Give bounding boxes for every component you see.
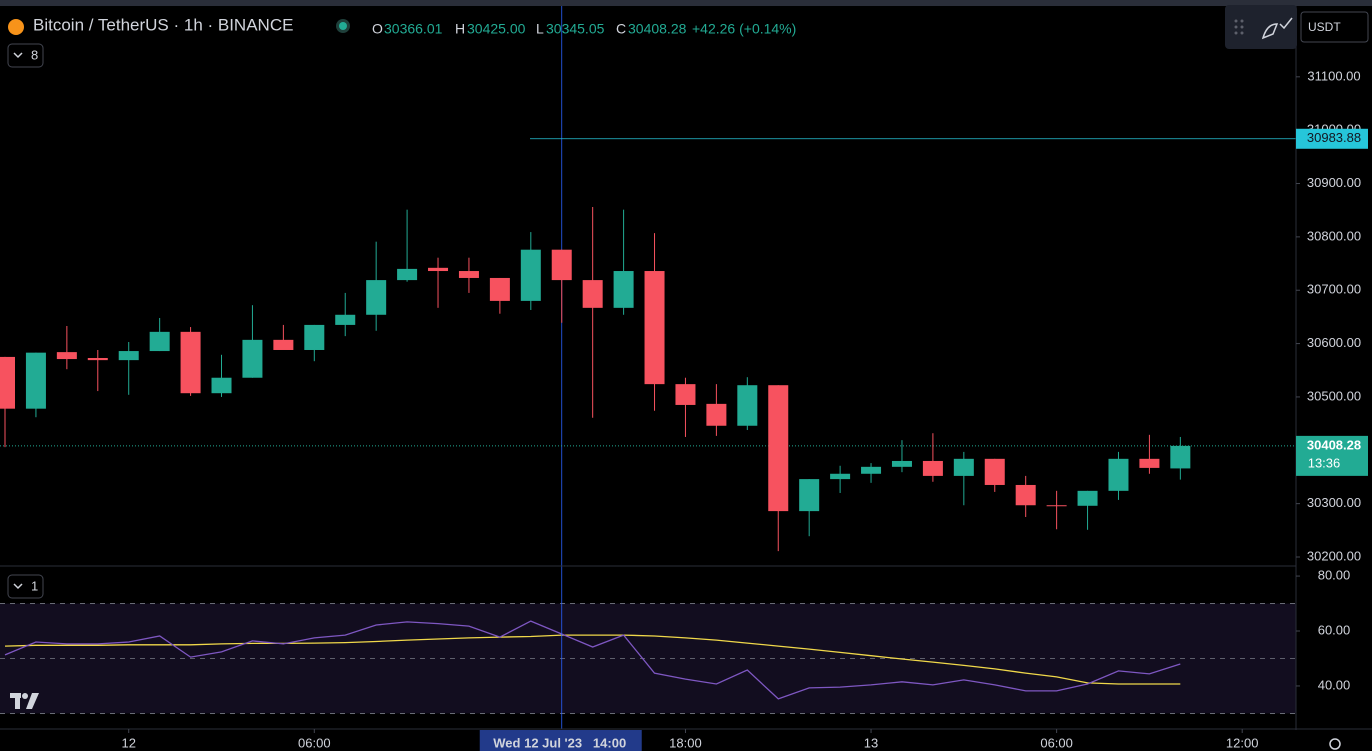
main-layer <box>0 6 1296 729</box>
crosshair-time-tag <box>479 730 642 751</box>
indicator-count: 8 <box>31 47 38 62</box>
y-tick-label: 30700.00 <box>1307 282 1361 297</box>
candle-body <box>180 331 201 394</box>
candle-body <box>1046 505 1067 507</box>
candle-body <box>520 249 541 301</box>
top-bar <box>0 0 1372 6</box>
x-tick-label: 06:00 <box>298 735 331 750</box>
rsi-line <box>4 620 1181 700</box>
candle-body <box>613 271 634 308</box>
candle-body <box>737 385 758 426</box>
settings-icon[interactable] <box>1329 738 1341 750</box>
candle-body <box>56 352 77 360</box>
x-tick-label: 12 <box>121 735 135 750</box>
y-tick-label: 30500.00 <box>1307 388 1361 403</box>
coin-icon <box>8 19 24 35</box>
last-price-tag <box>1296 435 1368 476</box>
x-tick-label: 18:00 <box>669 735 702 750</box>
currency-label: USDT <box>1308 20 1341 34</box>
candle-body <box>25 352 46 409</box>
candle-body <box>675 384 696 405</box>
candle-body <box>428 267 449 272</box>
y-tick-label: 30200.00 <box>1307 548 1361 563</box>
candle-body <box>489 277 510 301</box>
tv-logo <box>10 693 39 709</box>
indicator-toggle[interactable] <box>7 43 44 68</box>
candle-body <box>984 458 1005 485</box>
candle-body <box>458 271 479 278</box>
candle-body <box>953 458 974 476</box>
indicator-toggle[interactable] <box>7 574 44 599</box>
candle-body <box>922 460 943 476</box>
legend-label: O <box>372 21 383 37</box>
candle-body <box>1015 484 1036 506</box>
candle-body <box>861 466 882 474</box>
candle-body <box>551 249 572 281</box>
legend-label: C <box>616 21 626 37</box>
countdown-label: 13:36 <box>1308 455 1341 470</box>
price-line-label: 30983.88 <box>1307 130 1361 145</box>
candle-body <box>87 357 108 361</box>
candle-body <box>1108 458 1129 491</box>
axis-layer: 31100.0031000.0030900.0030800.0030700.00… <box>121 68 1368 751</box>
candle-body <box>397 268 418 281</box>
candle-body <box>1077 490 1098 506</box>
x-tick-label: 12:00 <box>1226 735 1259 750</box>
x-tick-label: 06:00 <box>1040 735 1073 750</box>
candle-body <box>242 339 263 378</box>
candle-body <box>1139 458 1160 468</box>
candle-body <box>644 271 665 385</box>
y-tick-label: 80.00 <box>1318 568 1351 583</box>
legend-value: 30345.05 <box>546 21 605 37</box>
candle-body <box>335 314 356 325</box>
candle-body <box>891 460 912 467</box>
candle-body <box>582 280 603 308</box>
candle-body <box>304 324 325 350</box>
chevron-icon <box>13 52 23 59</box>
currency-button[interactable] <box>1300 11 1369 43</box>
y-tick-label: 30900.00 <box>1307 175 1361 190</box>
price-line-tag <box>1296 128 1368 149</box>
brush-icon[interactable] <box>1261 17 1293 40</box>
legend-label: L <box>536 21 544 37</box>
candle-body <box>706 403 727 426</box>
y-tick-label: 31100.00 <box>1307 68 1360 83</box>
candle-body <box>149 331 170 352</box>
legend-change: +42.26 (+0.14%) <box>692 21 796 37</box>
drawing-toolbar[interactable] <box>1225 5 1297 49</box>
legend-value: 30408.28 <box>628 21 687 37</box>
candle-body <box>118 351 139 361</box>
y-tick-label: 30300.00 <box>1307 495 1361 510</box>
symbol-title: Bitcoin / TetherUS · 1h · BINANCE <box>33 15 293 34</box>
drag-handle <box>1234 19 1244 35</box>
legend-label: H <box>455 21 465 37</box>
candle-body <box>273 339 294 350</box>
rsi-line <box>4 634 1181 685</box>
indicator-count: 1 <box>31 578 38 593</box>
candle-body <box>1170 445 1191 469</box>
y-tick-label: 40.00 <box>1318 677 1351 692</box>
candle-body <box>211 377 232 394</box>
candle-body <box>366 280 387 315</box>
legend-value: 30425.00 <box>467 21 526 37</box>
candle-body <box>768 385 789 512</box>
legend-value: 30366.01 <box>384 21 443 37</box>
last-price-label: 30408.28 <box>1307 437 1361 452</box>
y-tick-label: 60.00 <box>1318 622 1351 637</box>
y-tick-label: 30800.00 <box>1307 228 1361 243</box>
candle-body <box>0 356 15 409</box>
y-tick-label: 30600.00 <box>1307 335 1361 350</box>
status-dot <box>339 22 347 30</box>
chevron-icon <box>13 583 23 590</box>
crosshair-time-label: Wed 12 Jul '23 14:00 <box>493 735 626 750</box>
x-tick-label: 13 <box>864 735 878 750</box>
rsi-layer <box>0 603 1296 714</box>
candle-body <box>799 479 820 512</box>
candle-body <box>830 473 851 480</box>
